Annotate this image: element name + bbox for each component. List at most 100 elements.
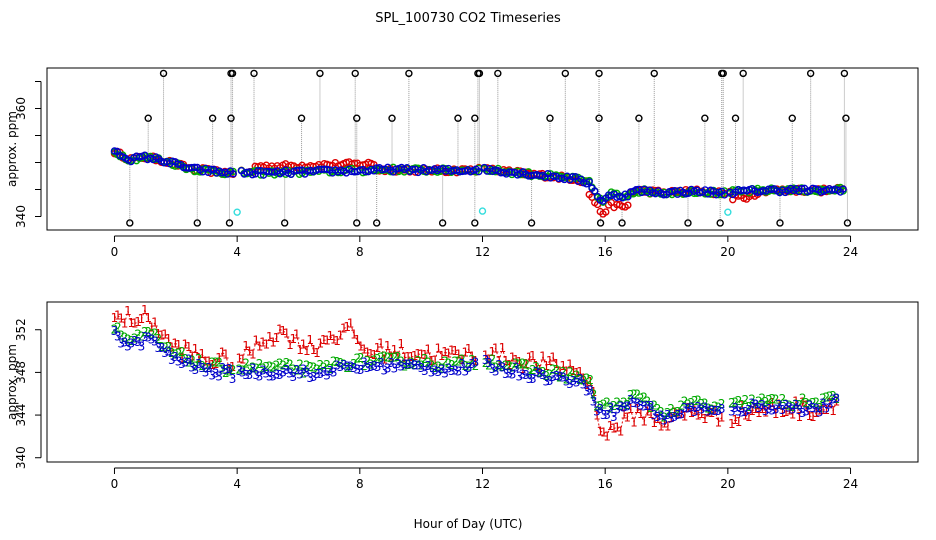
series-1-connector [198,353,203,359]
series-2-connector [670,408,675,414]
series-1-connector [647,410,652,415]
series-2-connector [502,364,507,368]
series-3-connector [397,363,402,367]
series-1-connector [185,343,190,348]
series-3-connector [802,411,807,414]
series-2-connector [589,380,595,395]
series-1-connector [542,356,547,367]
high-spike-point [159,69,168,78]
series-3-connector [218,367,223,377]
mid-spike-point [208,114,217,122]
series-1-connector [343,326,348,329]
series-2-connector [157,338,163,348]
series-3-connector [239,370,243,373]
high-spike-point [494,69,502,78]
series-3-connector [788,407,793,410]
series-1-connector [505,360,510,366]
blue-point [798,184,806,193]
series-1-connector [755,408,760,414]
series-1-connector [576,371,581,374]
series-2-connector [137,334,142,338]
series-3-connector [377,362,382,368]
series-3-connector [599,408,605,416]
series-2-connector [539,371,544,374]
series-2-connector [491,359,497,368]
series-1-connector [265,336,271,345]
series-1-connector [448,350,453,355]
high-spike-point [475,69,484,78]
series-2-connector [822,396,827,399]
series-3-connector [501,367,507,375]
series-2-connector [168,346,173,354]
series-1-connector [711,409,716,414]
series-3-connector [758,404,763,409]
series-3-connector [357,368,361,371]
series-2-connector [667,408,672,414]
y-tick-label: 340 [14,446,28,469]
series-2-connector [201,365,206,369]
series-2-connector [704,403,709,409]
data-points [110,69,852,227]
series-2-connector [114,327,119,331]
series-2-connector [141,331,146,338]
series-1-connector [518,361,524,370]
high-spike-point [250,69,258,78]
series-3-connector [569,380,574,385]
series-1-connector [525,357,530,365]
series-2-connector [262,366,267,369]
series-2-connector [606,402,611,409]
series-3-connector [734,407,739,412]
series-1-connector [829,402,834,412]
high-spike-point [719,69,727,78]
series-2-connector [424,358,429,363]
series-1-connector [296,334,301,350]
series-3-connector [448,368,453,372]
series-2-connector [340,362,345,366]
series-2-connector [225,371,230,374]
series-1-connector [120,318,126,324]
series-1-connector [667,418,672,427]
series-3-connector [191,366,196,371]
series-3-connector [262,370,267,374]
series-2-connector [586,377,591,381]
series-1-connector [333,339,338,342]
series-2-connector [336,361,341,364]
series-2-connector [302,365,308,374]
series-3-connector [525,374,530,380]
series-1-connector [788,410,793,415]
series-1-connector [390,349,395,357]
series-1-connector [731,419,736,425]
series-3-connector [485,359,490,364]
series-1-connector [734,419,739,423]
series-2-connector [495,365,500,368]
series-1-connector [626,408,632,418]
series-2-connector [249,367,254,371]
series-2-connector [198,358,203,367]
series-2-connector [535,366,540,373]
series-1-connector [350,323,355,335]
series-1-connector [589,381,594,393]
series-2-connector [755,401,760,405]
series-2-connector [532,366,537,371]
series-3-connector [151,339,156,342]
series-2-connector [417,360,422,367]
series-1-connector [346,323,351,328]
series-1-connector [228,366,233,370]
series-1-connector [380,343,385,360]
series-1-connector [249,351,254,355]
series-3-connector [306,372,311,379]
series-2-connector [572,375,577,379]
series-2-connector [316,364,321,371]
series-1-connector [562,365,567,372]
series-2-connector [640,396,645,400]
high-spike-point [840,69,849,78]
series-1-connector [771,402,777,415]
low-spike-point [372,219,381,227]
series-1-connector [151,322,156,328]
series-3-connector [745,409,749,413]
x-tick-label: 0 [111,477,119,491]
series-3-connector [424,365,429,372]
series-1-connector [461,352,466,361]
series-1-connector [812,412,817,418]
series-3-connector [637,402,642,406]
